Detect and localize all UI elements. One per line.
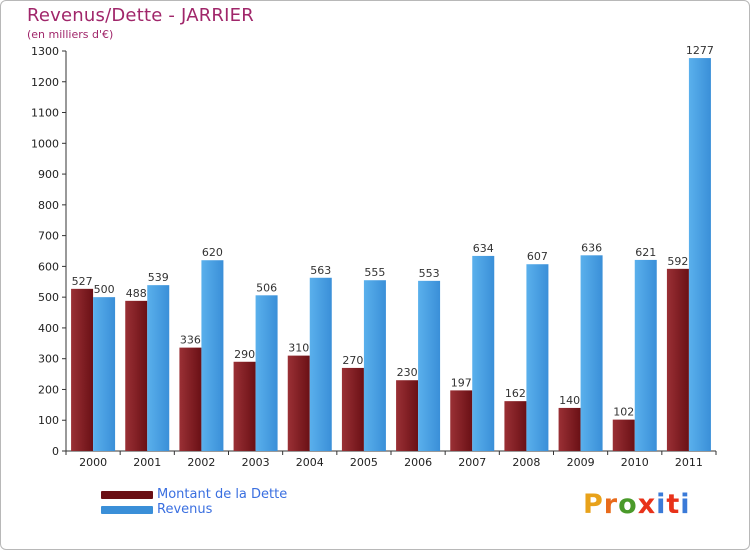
axes: 0 100 200 300 400 500 600 700 800 900 1000 1100 1200…	[31, 45, 717, 469]
bar-debt	[396, 380, 419, 451]
bar-revenue	[418, 280, 441, 451]
bar-revenue	[255, 295, 278, 451]
y-tick-label: 200	[38, 383, 59, 396]
y-tick-label: 300	[38, 353, 59, 366]
brand-letter: P	[583, 489, 604, 520]
data-label-debt: 140	[559, 394, 580, 407]
bar-debt	[233, 361, 256, 451]
y-tick-label: 1000	[31, 137, 59, 150]
chart-subtitle: (en milliers d'€)	[27, 28, 114, 41]
y-tick-label: 1100	[31, 107, 59, 120]
bar-debt	[612, 419, 635, 451]
y-tick-label: 600	[38, 260, 59, 273]
data-label-debt: 527	[72, 275, 93, 288]
bars	[71, 58, 711, 451]
data-label-revenue: 621	[635, 246, 656, 259]
y-tick-label: 0	[52, 445, 59, 458]
data-label-revenue: 1277	[686, 44, 714, 57]
data-label-debt: 102	[613, 406, 634, 419]
data-label-debt: 336	[180, 334, 201, 347]
data-label-revenue: 539	[148, 271, 169, 284]
brand-logo: Proxiti	[583, 489, 691, 520]
data-label-debt: 270	[342, 354, 363, 367]
bar-debt	[450, 390, 473, 451]
data-label-revenue: 563	[310, 264, 331, 277]
bar-debt	[341, 367, 364, 451]
bar-revenue	[363, 280, 386, 451]
brand-letter: r	[603, 489, 619, 520]
bar-revenue	[93, 297, 116, 451]
x-tick-label: 2010	[621, 456, 649, 469]
bar-revenue	[526, 264, 549, 451]
legend-swatch-revenue	[101, 505, 153, 514]
bar-revenue	[580, 255, 603, 451]
bar-revenue	[309, 277, 332, 451]
y-tick-label: 1300	[31, 45, 59, 58]
x-tick-label: 2003	[242, 456, 270, 469]
bar-debt	[558, 407, 581, 451]
data-label-debt: 592	[667, 255, 688, 268]
y-tick-label: 100	[38, 414, 59, 427]
legend-label-debt: Montant de la Dette	[157, 487, 288, 502]
data-label-revenue: 555	[364, 266, 385, 279]
x-tick-label: 2011	[675, 456, 703, 469]
legend-swatch-debt	[101, 490, 153, 499]
data-label-debt: 310	[288, 342, 309, 355]
bar-revenue	[472, 255, 495, 451]
x-tick-label: 2008	[512, 456, 540, 469]
x-tick-label: 2005	[350, 456, 378, 469]
bar-debt	[125, 300, 148, 451]
bar-revenue	[634, 259, 657, 451]
brand-letter: i	[680, 489, 691, 520]
data-label-revenue: 620	[202, 246, 223, 259]
data-label-revenue: 634	[473, 242, 494, 255]
data-label-revenue: 506	[256, 281, 277, 294]
data-label-debt: 230	[397, 366, 418, 379]
y-tick-label: 800	[38, 199, 59, 212]
x-tick-label: 2002	[187, 456, 215, 469]
bar-debt	[287, 355, 310, 451]
bar-debt	[71, 288, 94, 451]
x-tick-label: 2004	[296, 456, 324, 469]
data-label-debt: 197	[451, 376, 472, 389]
y-tick-label: 700	[38, 230, 59, 243]
bar-debt	[666, 268, 689, 451]
x-tick-label: 2001	[133, 456, 161, 469]
data-label-debt: 162	[505, 387, 526, 400]
x-tick-label: 2006	[404, 456, 432, 469]
brand-letter: i	[656, 489, 667, 520]
data-label-revenue: 607	[527, 250, 548, 263]
bar-debt	[179, 347, 202, 451]
bar-debt	[504, 401, 527, 451]
data-label-revenue: 500	[94, 283, 115, 296]
brand-letter: t	[666, 489, 681, 520]
legend-label-revenue: Revenus	[157, 502, 213, 517]
data-label-revenue: 553	[419, 267, 440, 280]
x-tick-label: 2007	[458, 456, 486, 469]
x-tick-label: 2009	[567, 456, 595, 469]
legend: Montant de la Dette Revenus	[101, 487, 287, 517]
y-tick-label: 500	[38, 291, 59, 304]
data-label-debt: 488	[126, 287, 147, 300]
data-label-revenue: 636	[581, 241, 602, 254]
data-label-debt: 290	[234, 348, 255, 361]
bar-revenue	[147, 285, 170, 451]
legend-item-debt: Montant de la Dette	[101, 487, 287, 502]
bar-revenue	[201, 260, 224, 451]
y-tick-label: 900	[38, 168, 59, 181]
brand-letter: o	[618, 489, 638, 520]
y-tick-label: 1200	[31, 76, 59, 89]
legend-item-revenue: Revenus	[101, 502, 287, 517]
chart-title: Revenus/Dette - JARRIER	[27, 5, 254, 26]
x-tick-label: 2000	[79, 456, 107, 469]
y-tick-label: 400	[38, 322, 59, 335]
brand-letter: x	[637, 489, 657, 520]
bar-revenue	[688, 58, 711, 451]
